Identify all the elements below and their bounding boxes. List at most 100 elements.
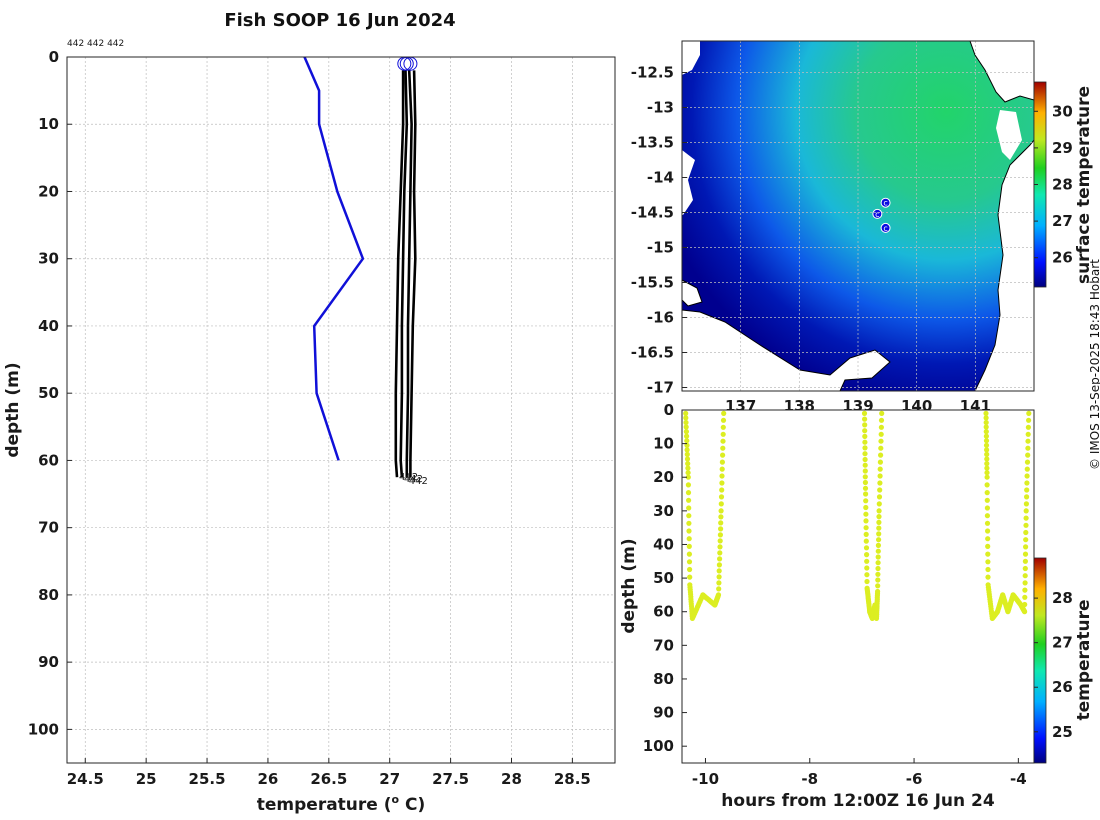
timeseries-point — [863, 518, 869, 524]
profile-y-tick-label: 80 — [38, 586, 59, 604]
timeseries-point — [984, 461, 990, 467]
timeseries-point — [684, 447, 690, 453]
timeseries-point — [1022, 565, 1028, 572]
timeseries-point — [985, 536, 991, 542]
timeseries-point — [721, 410, 727, 416]
timeseries-point — [878, 424, 885, 430]
timeseries-point — [686, 505, 692, 511]
land-south-west-island — [682, 279, 703, 307]
timeseries-points — [683, 410, 1032, 622]
timeseries-point — [862, 474, 868, 480]
timeseries-point — [719, 480, 725, 486]
timeseries-point — [876, 501, 882, 507]
timeseries-y-tick-label: 90 — [653, 704, 674, 722]
timeseries-point — [863, 504, 869, 511]
timeseries-point — [718, 501, 724, 507]
timeseries-y-tick-label: 40 — [653, 535, 674, 553]
timeseries-colorbar-label: temperature — [1074, 599, 1094, 720]
timeseries-point — [984, 451, 990, 457]
timeseries-x-label: hours from 12:00Z 16 Jun 24 — [721, 791, 995, 811]
timeseries-point — [877, 459, 884, 465]
timeseries-point — [984, 490, 990, 496]
profile-x-tick-label: 26.5 — [310, 770, 347, 788]
timeseries-point — [862, 485, 869, 491]
timeseries-point — [1022, 609, 1028, 615]
timeseries-point — [863, 531, 869, 538]
timeseries-point — [879, 410, 885, 416]
map-station-marker — [880, 222, 891, 233]
timeseries-point — [1024, 459, 1031, 465]
timeseries-point — [718, 526, 724, 532]
map-y-tick-label: -17 — [647, 379, 674, 397]
timeseries-point — [1022, 580, 1028, 586]
timeseries-point — [1026, 410, 1032, 416]
profile-x-tick-label: 25 — [136, 770, 157, 788]
timeseries-point — [719, 487, 725, 493]
timeseries-y-tick-label: 10 — [653, 435, 674, 453]
timeseries-point — [683, 424, 689, 430]
timeseries-point — [875, 560, 881, 566]
map-colorbar-tick-label: 26 — [1052, 249, 1073, 267]
timeseries-point — [686, 520, 692, 526]
timeseries-point — [1024, 494, 1030, 500]
timeseries-point — [876, 537, 882, 543]
timeseries-point — [684, 438, 690, 444]
timeseries-point — [685, 474, 691, 480]
profile-y-tick-label: 50 — [38, 384, 59, 402]
timeseries-point — [878, 431, 884, 437]
timeseries-point — [862, 462, 868, 468]
profile-x-tick-label: 25.5 — [189, 770, 226, 788]
profile-x-label: temperature (o C) — [257, 793, 426, 815]
timeseries-point — [1023, 508, 1029, 514]
timeseries-x-tick-label: -4 — [1010, 770, 1027, 788]
timeseries-point — [1025, 424, 1031, 430]
climatology-profile-line — [303, 56, 365, 461]
timeseries-point — [862, 468, 868, 474]
timeseries-point — [878, 438, 884, 444]
timeseries-point — [984, 447, 990, 453]
timeseries-point — [717, 550, 723, 556]
timeseries-point — [718, 494, 725, 500]
map-y-tick-label: -13.5 — [631, 134, 674, 152]
timeseries-y-tick-label: 70 — [653, 636, 674, 654]
profile-y-tick-label: 20 — [38, 182, 59, 200]
timeseries-point — [719, 473, 725, 479]
timeseries-point — [863, 545, 870, 551]
timeseries-point — [877, 473, 883, 479]
timeseries-point — [864, 578, 870, 585]
map-y-tick-label: -14 — [647, 169, 674, 187]
timeseries-point — [687, 574, 693, 580]
timeseries-point — [1024, 473, 1030, 479]
map-gridlines — [682, 41, 1034, 391]
timeseries-point — [861, 410, 868, 416]
timeseries-point — [985, 543, 991, 550]
timeseries-point — [1023, 515, 1029, 521]
timeseries-x-ticks: -10 -8 -6 -4 — [692, 758, 1027, 788]
timeseries-y-tick-label: 20 — [653, 468, 674, 486]
timeseries-point — [863, 491, 869, 497]
timeseries-point — [685, 470, 691, 476]
timeseries-point — [686, 559, 693, 565]
timeseries-x-tick-label: -6 — [906, 770, 923, 788]
timeseries-point — [876, 514, 882, 520]
timeseries-point — [718, 520, 724, 526]
timeseries-point — [1023, 537, 1029, 543]
profile-end-label: 442 — [399, 472, 418, 483]
timeseries-point — [720, 431, 726, 437]
profile-end-label: 442 — [409, 476, 428, 487]
timeseries-point — [686, 536, 692, 542]
land-east-island — [996, 110, 1022, 160]
timeseries-point — [862, 422, 868, 428]
timeseries-point — [985, 566, 991, 573]
timeseries-point — [862, 416, 868, 422]
timeseries-point — [684, 456, 691, 462]
timeseries-point — [863, 511, 869, 517]
profile-x-tick-label: 28.5 — [554, 770, 591, 788]
timeseries-point — [864, 572, 870, 578]
timeseries-point — [716, 562, 723, 568]
timeseries-point — [1024, 480, 1030, 486]
timeseries-y-ticks: 0 10 20 30 40 50 60 70 80 90 100 — [643, 401, 687, 755]
timeseries-point — [878, 452, 884, 458]
